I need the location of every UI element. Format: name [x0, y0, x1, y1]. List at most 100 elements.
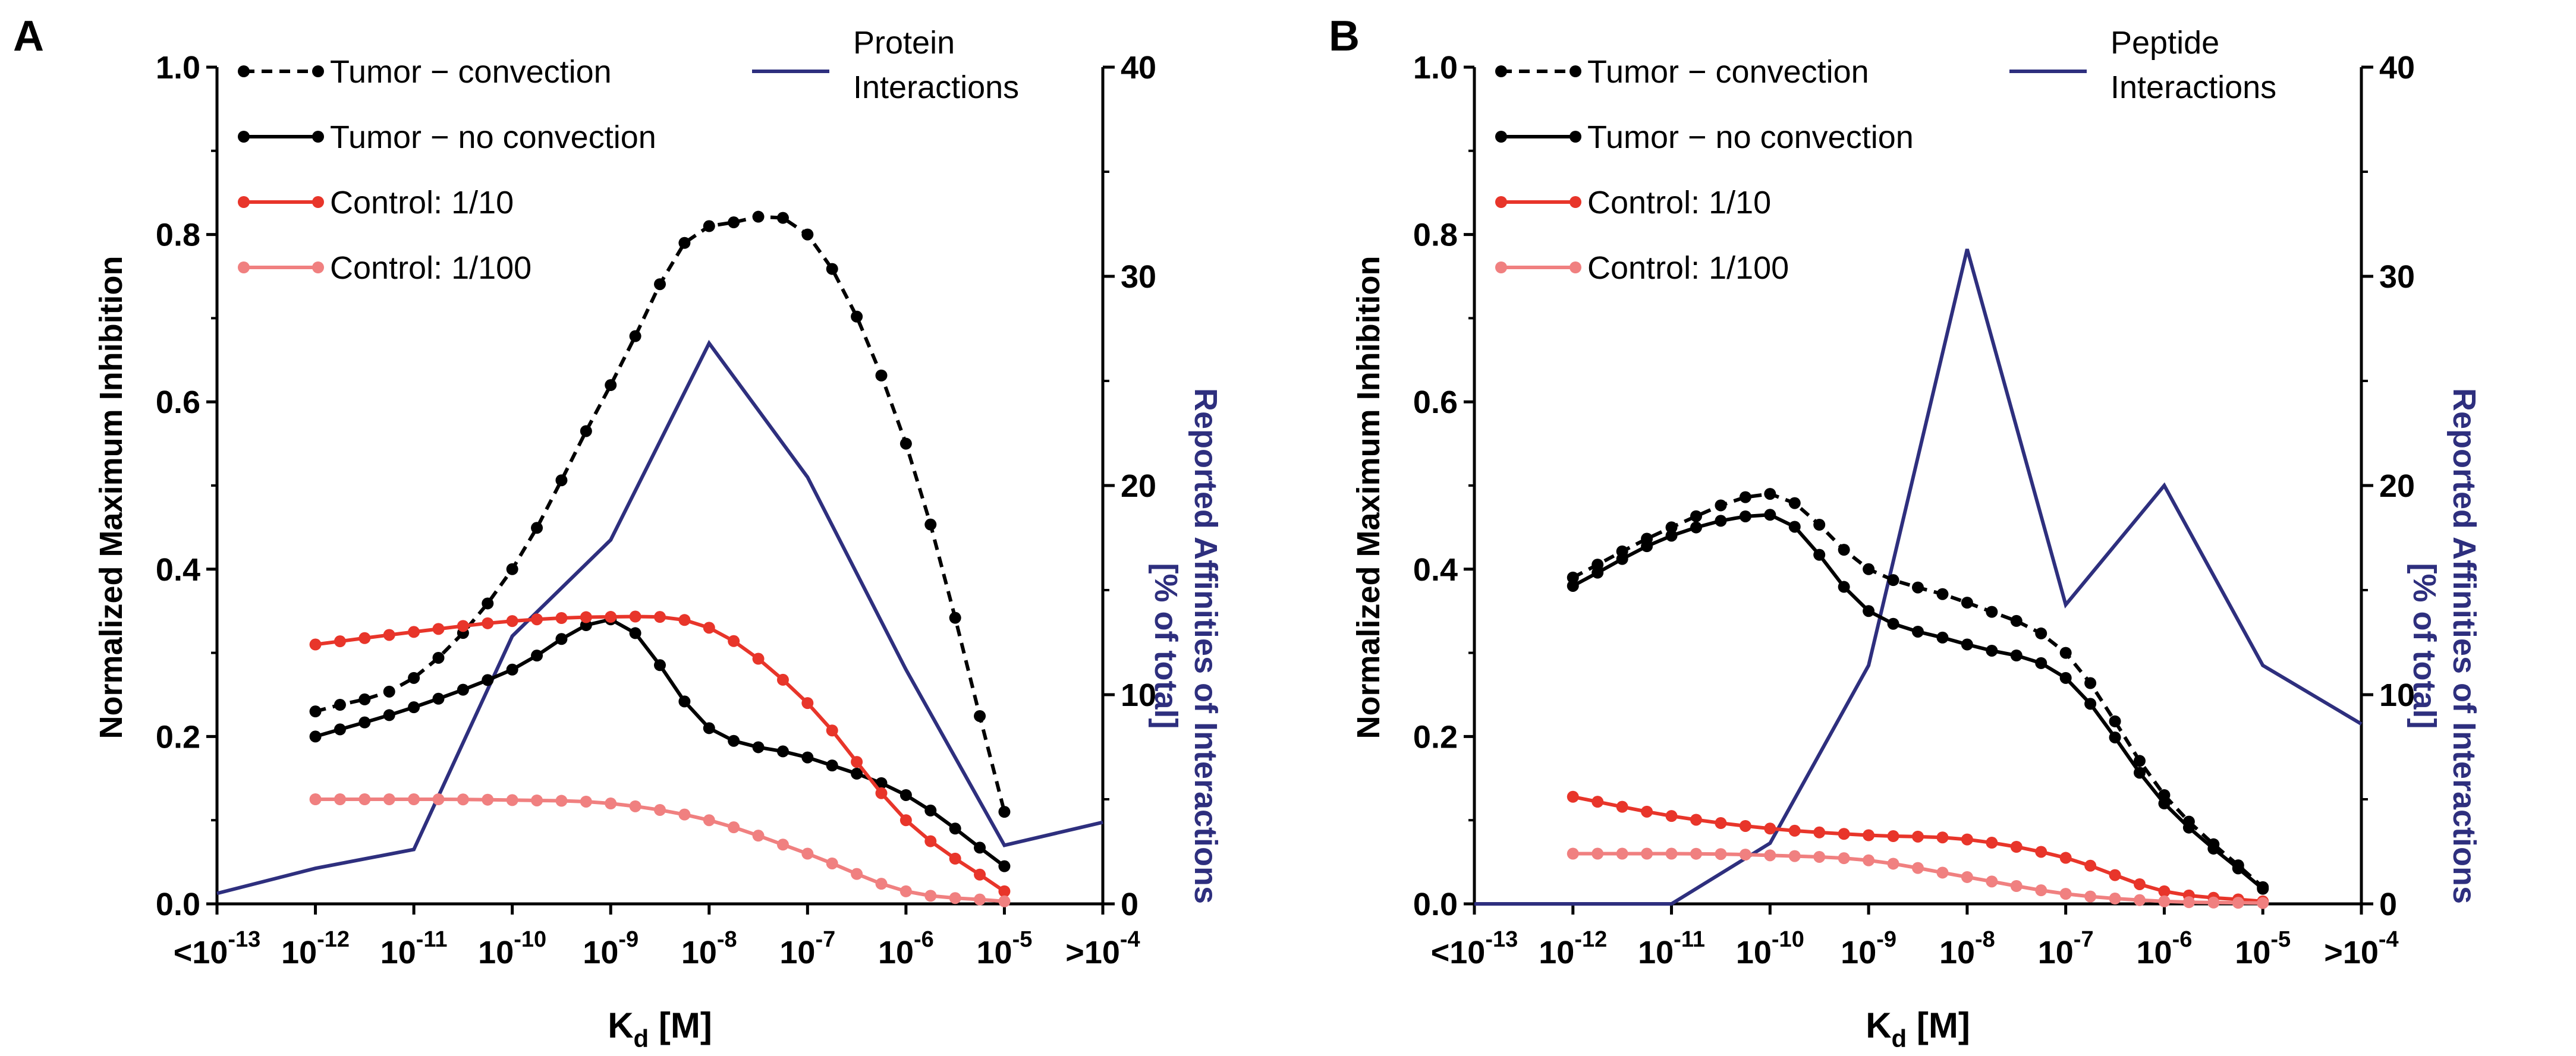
x-tick-exponent: -10 — [514, 927, 546, 952]
series-point-tumor_no_convection — [408, 701, 420, 714]
legend-label: Peptide — [2111, 25, 2219, 61]
legend-marker — [312, 131, 324, 143]
series-point-control_1_100 — [1764, 849, 1776, 862]
y-tick-label: 0.0 — [1413, 887, 1458, 922]
series-point-control_1_10 — [1961, 833, 1973, 846]
series-point-control_1_10 — [703, 622, 715, 634]
series-point-tumor_no_convection — [334, 723, 346, 736]
series-point-control_1_100 — [1690, 847, 1702, 860]
series-point-control_1_100 — [2182, 896, 2195, 909]
series-point-tumor_convection — [629, 330, 641, 342]
series-point-tumor_no_convection — [629, 627, 641, 639]
series-point-control_1_10 — [555, 611, 568, 624]
series-point-control_1_100 — [2059, 888, 2072, 900]
interactions-point — [315, 868, 316, 869]
x-tick-base: 10 — [1638, 935, 1674, 970]
y2-tick-label: 30 — [2379, 259, 2415, 295]
series-point-tumor_convection — [1912, 581, 1924, 594]
legend-marker — [312, 65, 324, 77]
series-point-tumor_convection — [358, 693, 371, 705]
series-point-tumor_convection — [506, 563, 518, 575]
series-point-tumor_no_convection — [2158, 797, 2171, 810]
series-point-control_1_100 — [924, 890, 937, 902]
series-point-tumor_convection — [432, 651, 445, 664]
interactions-line — [1474, 248, 2363, 906]
y2-tick-label: 10 — [1121, 677, 1156, 713]
series-point-control_1_10 — [899, 814, 912, 827]
series-point-control_1_100 — [432, 793, 445, 806]
series-point-tumor_convection — [851, 310, 863, 323]
legend-marker — [1495, 196, 1507, 208]
series-point-tumor_convection — [654, 278, 666, 291]
series-point-control_1_100 — [358, 793, 371, 805]
series-point-control_1_10 — [383, 629, 395, 641]
series-point-tumor_convection — [1739, 491, 1751, 503]
series-point-tumor_convection — [899, 437, 912, 450]
legend-label: Control: 1/100 — [330, 250, 531, 286]
series-point-control_1_100 — [629, 800, 641, 812]
y2-tick-label: 30 — [1121, 259, 1156, 295]
interactions-line — [216, 339, 1103, 896]
x-tick-exponent: -12 — [1574, 927, 1607, 952]
x-tick-label: 10-7 — [779, 927, 835, 970]
y2-tick-label: 20 — [2379, 468, 2415, 504]
series-point-control_1_10 — [432, 623, 445, 635]
x-tick-exponent: -8 — [1975, 927, 1995, 952]
series-point-control_1_100 — [2158, 895, 2171, 907]
series-point-tumor_no_convection — [875, 777, 888, 789]
series-point-tumor_convection — [949, 611, 961, 624]
x-tick-base: 10 — [2137, 935, 2172, 970]
series-point-tumor_convection — [875, 369, 888, 382]
series-point-tumor_no_convection — [2207, 843, 2220, 855]
series-point-control_1_100 — [1912, 862, 1924, 874]
series-point-tumor_convection — [2059, 647, 2072, 659]
series-point-tumor_convection — [1567, 571, 1579, 584]
series-point-control_1_100 — [605, 797, 617, 810]
x-tick-label: 10-7 — [2038, 927, 2094, 970]
x-tick-exponent: -10 — [1772, 927, 1804, 952]
x-tick-base: >10 — [2324, 935, 2379, 970]
series-point-control_1_100 — [555, 795, 568, 807]
series-point-control_1_10 — [801, 697, 814, 710]
y-tick-label: 0.0 — [156, 887, 200, 922]
legend-label: Control: 1/100 — [1587, 250, 1789, 286]
series-point-control_1_10 — [580, 611, 592, 623]
series-point-tumor_no_convection — [432, 692, 445, 705]
legend-marker — [1569, 65, 1581, 77]
series-point-control_1_100 — [506, 794, 518, 806]
series-point-control_1_100 — [1665, 847, 1678, 860]
y2-axis-label: Reported Affinities of Interactions — [2446, 388, 2482, 904]
series-point-tumor_convection — [383, 685, 395, 698]
y2-axis-label: Reported Affinities of Interactions — [1188, 388, 1223, 904]
x-tick-label: 10-5 — [977, 927, 1033, 970]
x-tick-exponent: -5 — [1012, 927, 1033, 952]
series-point-tumor_no_convection — [2035, 657, 2047, 669]
series-point-tumor_no_convection — [1715, 515, 1727, 527]
x-tick-exponent: -7 — [815, 927, 835, 952]
series-point-tumor_no_convection — [457, 683, 469, 696]
series-point-tumor_no_convection — [2182, 821, 2195, 834]
y-tick-label: 0.6 — [156, 384, 200, 420]
series-point-tumor_convection — [309, 705, 322, 718]
series-point-control_1_10 — [2010, 840, 2023, 853]
series-point-control_1_100 — [580, 795, 592, 808]
x-tick-label: 10-10 — [1736, 927, 1804, 970]
series-point-control_1_100 — [1616, 847, 1628, 860]
series-point-tumor_convection — [580, 425, 592, 437]
series-point-tumor_no_convection — [728, 735, 740, 747]
series-point-control_1_100 — [482, 793, 494, 806]
series-point-control_1_10 — [1813, 826, 1826, 839]
series-point-tumor_no_convection — [555, 633, 568, 645]
series-point-control_1_100 — [728, 821, 740, 834]
series-point-control_1_100 — [2035, 884, 2047, 897]
legend-label: Control: 1/10 — [1587, 185, 1771, 220]
series-point-control_1_10 — [2084, 859, 2097, 872]
legend-label: Interactions — [2111, 70, 2276, 105]
x-tick-exponent: -4 — [1120, 927, 1140, 952]
y-tick-label: 0.2 — [156, 719, 200, 755]
series-point-control_1_10 — [358, 632, 371, 644]
series-point-tumor_convection — [924, 518, 937, 531]
series-point-control_1_10 — [1567, 790, 1579, 803]
